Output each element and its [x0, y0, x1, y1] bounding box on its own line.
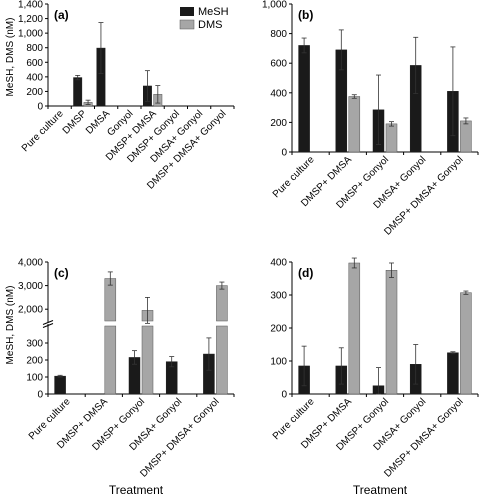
panel-label: (c) [54, 266, 69, 280]
y-tick-label: 400 [26, 72, 43, 83]
legend-label-dms: DMS [198, 19, 222, 31]
y-tick-label: 1,200 [18, 14, 43, 25]
y-tick-label: 200 [270, 118, 287, 129]
x-tick-label: Pure culture [20, 108, 66, 154]
bar-mesh-pure-culture [54, 375, 66, 395]
x-tick-label: DMSP+ DMSA+ Gonyol [138, 396, 221, 479]
x-axis-label-left: Treatment [109, 483, 164, 497]
x-tick-label: DMSP+ DMSA+ Gonyol [382, 396, 465, 479]
y-tick-label: 300 [26, 339, 43, 350]
x-axis-label-right: Treatment [353, 483, 408, 497]
y-tick-label: 200 [26, 356, 43, 367]
y-tick-label: 300 [270, 291, 287, 302]
y-tick-label: 4,000 [18, 258, 43, 269]
x-tick-label: DMSP+ DMSA+ Gonyol [382, 154, 465, 237]
bar-dms-dmsp-dmsa-gonyol-lower [216, 325, 228, 395]
y-tick-label: 800 [270, 29, 287, 40]
legend: MeSH DMS [179, 6, 229, 31]
bar-dms-dmsp-dmsa [348, 96, 361, 153]
y-tick-label: 1,000 [262, 0, 287, 11]
y-tick-label: 100 [270, 357, 287, 368]
bar-dms-dmsp-dmsa [348, 262, 361, 395]
y-tick-label: 3,000 [18, 281, 43, 292]
panels: 0 200 400 600 800 1,000 1,200 1,400 Pure culture… [18, 0, 479, 480]
bar-dms-dmsp-dmsa-gonyol-upper [216, 285, 228, 322]
y-tick-label: 600 [26, 58, 43, 69]
y-axis-label-top: MeSH, DMS (nM) [5, 18, 16, 97]
y-tick-label: 0 [37, 390, 43, 401]
bar-mesh-pure-culture [298, 45, 310, 153]
panel-label: (b) [298, 8, 313, 22]
y-tick-label: 200 [26, 87, 43, 98]
y-tick-label: 100 [26, 373, 43, 384]
y-tick-label: 1,000 [18, 29, 43, 40]
bar-dms-dmsp-dmsa-gonyol [460, 120, 472, 153]
x-tick-label: DMSP [61, 108, 89, 136]
y-tick-label: 400 [270, 88, 287, 99]
y-tick-label: 800 [26, 43, 43, 54]
panel-label: (a) [54, 8, 69, 22]
legend-swatch-mesh [180, 7, 194, 16]
y-tick-label: 0 [281, 148, 287, 159]
bar-dms-dmsp-gonyol [385, 270, 398, 395]
y-tick-label: 600 [270, 59, 287, 70]
y-axis-label-bottom: MeSH, DMS (nM) [5, 286, 16, 365]
y-tick-label: 2,000 [18, 305, 43, 316]
legend-label-mesh: MeSH [198, 6, 229, 18]
y-tick-label: 0 [37, 102, 43, 113]
bar-mesh-dmsp-dmsa-gonyol [447, 352, 459, 395]
y-tick-label: 1,400 [18, 0, 43, 11]
bar-dms-dmsp-dmsa-gonyol [460, 292, 472, 395]
bar-mesh-dmsp [73, 77, 83, 107]
axis-break-mark [42, 320, 54, 325]
panel-label: (d) [298, 266, 313, 280]
y-tick-label: 0 [281, 390, 287, 401]
y-tick-label: 400 [270, 258, 287, 269]
bar-dms-dmsp-gonyol [385, 123, 398, 153]
bar-dms-dmsp-gonyol-lower [141, 325, 154, 395]
bar-dms-dmsp-dmsa-lower [104, 325, 117, 395]
legend-swatch-dms [179, 19, 195, 30]
axis-break-mark [42, 323, 54, 328]
y-tick-label: 200 [270, 324, 287, 335]
